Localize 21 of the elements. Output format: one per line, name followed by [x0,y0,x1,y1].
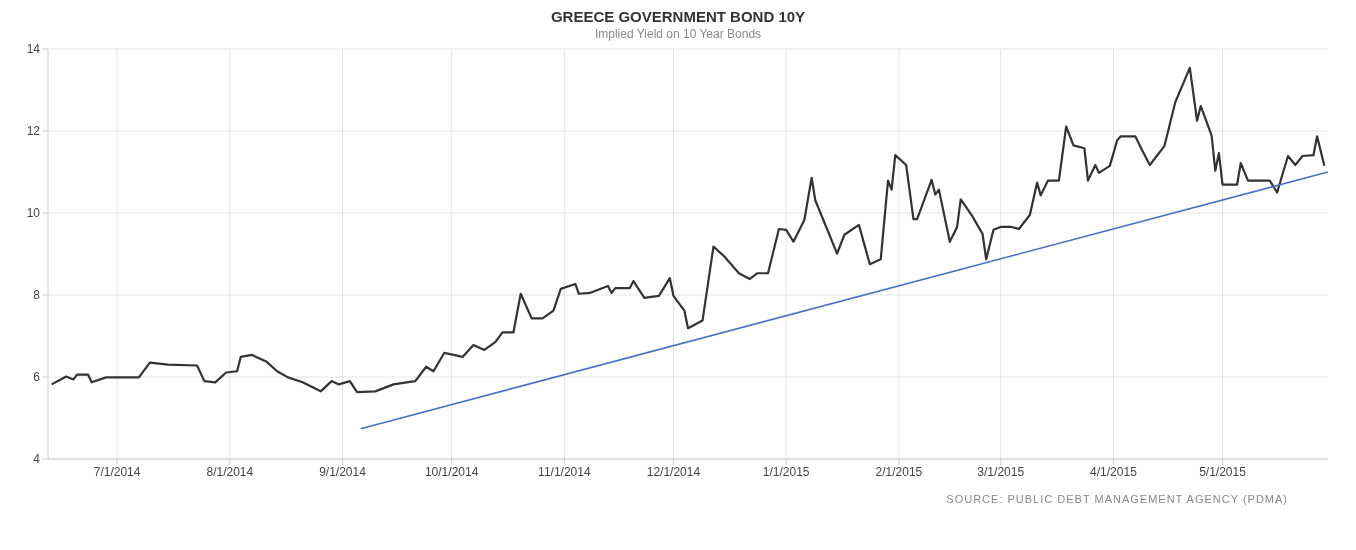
y-tick-label: 14 [26,42,41,57]
x-tick-label: 10/1/2014 [424,464,479,479]
chart-title: GREECE GOVERNMENT BOND 10Y [549,8,807,25]
x-tick-label: 4/1/2015 [1090,464,1138,479]
line-series [50,66,1326,394]
y-tick-label: 10 [26,206,41,221]
x-tick-label: 1/1/2015 [762,464,810,479]
x-tick-label: 9/1/2014 [319,464,367,479]
x-tick-label: 5/1/2015 [1199,464,1247,479]
x-tick-label: 2/1/2015 [875,464,923,479]
x-tick-label: 7/1/2014 [93,464,141,479]
y-tick-label: 8 [33,288,41,303]
y-tick-label: 4 [33,452,41,467]
x-tick-label: 3/1/2015 [977,464,1025,479]
x-tick-label: 12/1/2014 [646,464,701,479]
chart-subtitle: Implied Yield on 10 Year Bonds [593,27,763,41]
x-tick-label: 11/1/2014 [538,464,591,479]
source-note: SOURCE: PUBLIC DEBT MANAGEMENT AGENCY (PDMA) [945,493,1288,505]
y-tick-label: 6 [33,370,41,385]
x-tick-label: 8/1/2014 [206,464,254,479]
y-tick-label: 12 [26,124,41,139]
